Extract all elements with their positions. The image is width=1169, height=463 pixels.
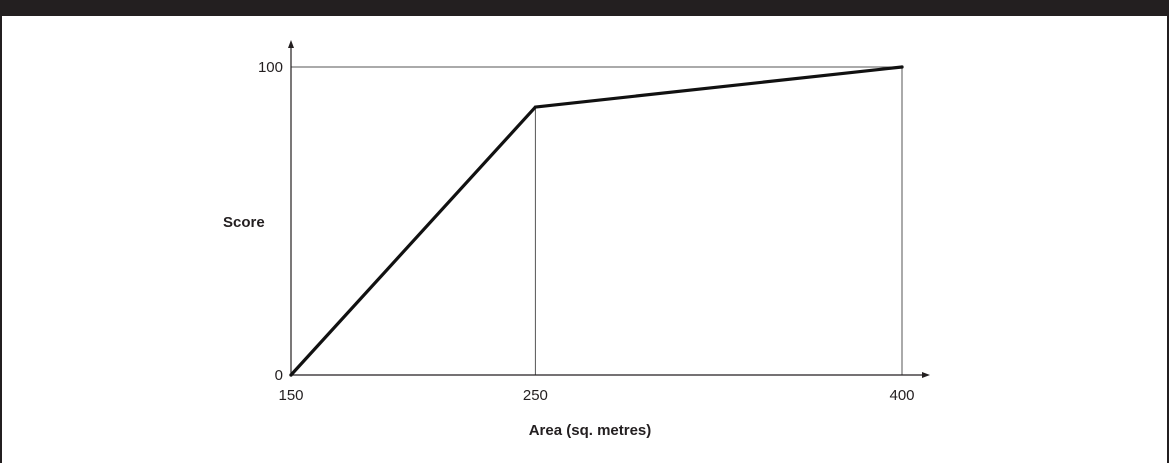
data-point [900, 65, 904, 69]
x-tick-labels: 150 250 400 [278, 387, 914, 404]
series-line-0 [289, 65, 904, 377]
y-tick-labels: 0 100 [258, 59, 283, 384]
frame-border-left [0, 16, 2, 463]
frame-border-right [1167, 16, 1169, 463]
x-tick-label: 150 [278, 387, 303, 404]
data-point [289, 373, 293, 377]
x-tick-label: 250 [523, 387, 548, 404]
x-tick-label: 400 [889, 387, 914, 404]
series-layer [289, 65, 904, 377]
top-bar [0, 0, 1169, 16]
data-point [533, 105, 538, 109]
x-axis-label: Area (sq. metres) [529, 422, 652, 439]
reference-lines [291, 66, 903, 375]
y-tick-label: 0 [275, 367, 283, 384]
y-tick-label: 100 [258, 59, 283, 76]
y-axis-label: Score [223, 214, 265, 231]
